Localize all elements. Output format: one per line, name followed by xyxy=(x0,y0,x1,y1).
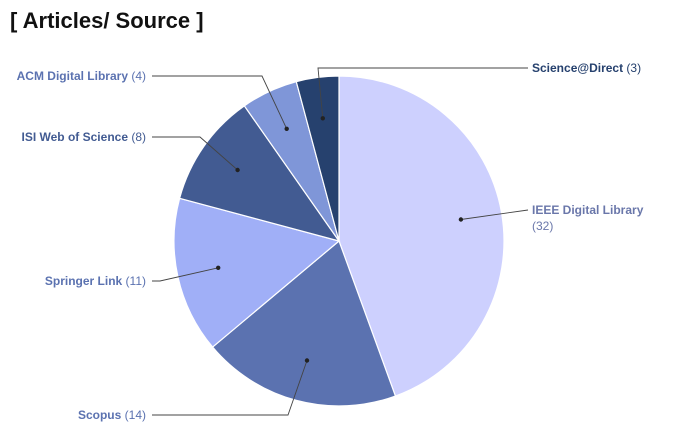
slice-label-ieee-digital-library: IEEE Digital Library (32) xyxy=(532,203,644,233)
slice-label-count: (4) xyxy=(128,69,146,83)
leader-dot-isi-web-of-science xyxy=(235,167,240,173)
leader-dot-ieee-digital-library xyxy=(458,217,464,222)
slice-label-name: Scopus xyxy=(78,408,122,422)
slice-label-isi-web-of-science: ISI Web of Science (8) xyxy=(22,130,146,144)
slice-label-name: ACM Digital Library xyxy=(17,69,129,83)
pie-slice-science-direct xyxy=(295,75,340,242)
slice-label-name: ISI Web of Science xyxy=(22,130,129,144)
leader-dot-acm-digital-library xyxy=(284,126,289,131)
leader-line-science-direct xyxy=(317,67,528,119)
pie-slice-ieee-digital-library xyxy=(338,75,505,397)
leader-line-ieee-digital-library xyxy=(460,209,529,220)
slice-label-springer-link: Springer Link (11) xyxy=(45,274,146,288)
slice-label-count: (14) xyxy=(121,408,146,422)
pie-slice-isi-web-of-science xyxy=(178,105,341,243)
leader-line-springer-link xyxy=(152,267,219,282)
slice-label-count: (8) xyxy=(128,130,146,144)
slice-label-count: (11) xyxy=(122,274,146,288)
slice-label-science-direct: Science@Direct (3) xyxy=(532,61,641,75)
slice-label-scopus: Scopus (14) xyxy=(78,408,146,422)
slice-label-name: Science@Direct xyxy=(532,61,623,75)
chart-title: [ Articles/ Source ] xyxy=(10,8,204,33)
leader-line-scopus xyxy=(152,360,308,416)
slice-label-acm-digital-library: ACM Digital Library (4) xyxy=(17,69,146,83)
pie-slice-scopus xyxy=(211,239,397,407)
leader-line-isi-web-of-science xyxy=(152,136,238,171)
leader-dot-science-direct xyxy=(320,116,325,121)
slice-label-count: (32) xyxy=(532,219,553,233)
slice-label-count: (3) xyxy=(623,61,641,75)
leader-dot-springer-link xyxy=(216,265,221,270)
slice-label-name: Springer Link xyxy=(45,274,123,288)
slice-label-name: IEEE Digital Library xyxy=(532,203,644,217)
leader-dot-scopus xyxy=(304,358,310,363)
leader-line-acm-digital-library xyxy=(152,75,288,129)
